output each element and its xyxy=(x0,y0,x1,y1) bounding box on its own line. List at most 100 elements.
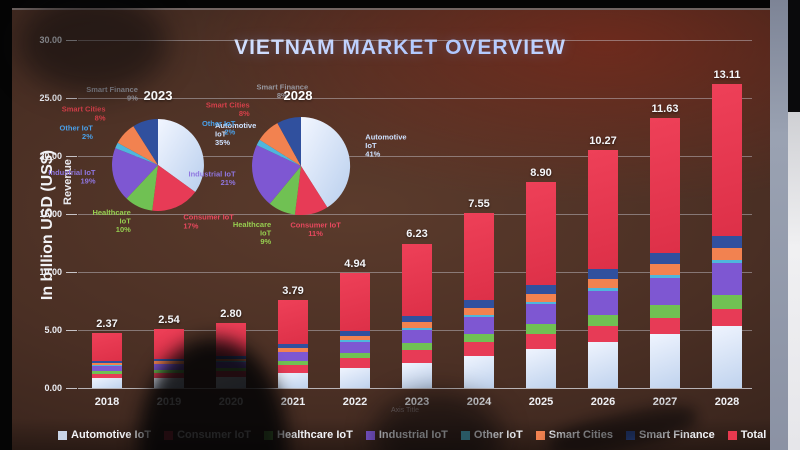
bar-segment-consumer-iot xyxy=(92,373,122,379)
legend-swatch-healthcare-iot xyxy=(264,430,274,440)
bar-segment-smart-cities xyxy=(712,248,742,261)
legend-label: Smart Cities xyxy=(548,429,613,441)
pie-2023-slice-industrial-iot xyxy=(111,148,158,199)
pie-charts-container: Automotive IoT 35% Consumer IoT 17% Healthcar… xyxy=(48,82,406,246)
legend-item-smart-cities: Smart Cities xyxy=(535,429,613,441)
bar-segment-automotive-iot xyxy=(216,376,246,388)
y-tick-label: 5.00 xyxy=(44,325,62,335)
bar-segment-consumer-iot xyxy=(526,334,556,350)
bar-2023 xyxy=(402,243,432,388)
bar-segment-total xyxy=(278,300,308,345)
pie-2023-label-other-iot: Other IoT 2% xyxy=(60,123,94,141)
bar-segment-other-iot xyxy=(650,274,680,278)
gridline-15.00 xyxy=(78,214,752,215)
y-axis-tick xyxy=(66,40,77,41)
bar-2024 xyxy=(464,212,494,388)
bar-segment-smart-finance xyxy=(340,330,370,336)
bar-segment-smart-finance xyxy=(588,268,618,279)
bar-segment-healthcare-iot xyxy=(92,370,122,374)
y-axis-tick xyxy=(66,388,77,389)
bar-segment-total xyxy=(588,149,618,269)
pie-2028-slice-other-iot xyxy=(256,139,301,166)
bar-2020 xyxy=(216,323,246,388)
bar-value-label: 11.63 xyxy=(651,103,679,116)
legend-swatch-smart-cities xyxy=(535,430,545,440)
bar-segment-consumer-iot xyxy=(712,308,742,326)
legend-item-healthcare-iot: Healthcare IoT xyxy=(264,429,353,441)
pie-2023-label-industrial-iot: Industrial IoT 19% xyxy=(48,168,96,186)
legend-label: Other IoT xyxy=(473,429,523,441)
bar-segment-automotive-iot xyxy=(464,356,494,388)
bar-segment-automotive-iot xyxy=(278,372,308,388)
bar-value-label: 8.90 xyxy=(530,166,552,179)
y-axis-tick xyxy=(66,156,77,157)
bar-segment-healthcare-iot xyxy=(464,333,494,343)
bar-segment-other-iot xyxy=(340,340,370,342)
pie-2028-slice-industrial-iot xyxy=(252,145,301,204)
legend-swatch-total xyxy=(727,430,737,440)
legend-label: Total xyxy=(740,429,767,441)
legend-item-consumer-iot: Consumer IoT xyxy=(164,429,251,441)
bar-value-label: 6.23 xyxy=(406,228,428,241)
bar-2021 xyxy=(278,300,308,388)
bar-segment-healthcare-iot xyxy=(340,352,370,359)
bar-segment-consumer-iot xyxy=(588,326,618,343)
bar-segment-industrial-iot xyxy=(464,316,494,334)
y-axis-tick xyxy=(66,214,77,215)
pie-2023-slice-smart-cities xyxy=(117,126,158,165)
bar-segment-smart-cities xyxy=(402,322,432,329)
bar-segment-smart-finance xyxy=(278,344,308,349)
bar-segment-automotive-iot xyxy=(92,378,122,388)
legend-label: Consumer IoT xyxy=(177,429,252,441)
bar-segment-smart-cities xyxy=(92,363,122,366)
x-axis-label-2027: 2027 xyxy=(652,396,678,408)
pie-2023-slice-other-iot xyxy=(115,142,158,165)
bar-segment-total xyxy=(464,212,494,301)
chart-legend: Automotive IoT Consumer IoT Healthcare IoT… xyxy=(58,429,770,441)
pie-2028-label-consumer-iot: Consumer IoT 11% xyxy=(290,220,341,238)
bar-segment-industrial-iot xyxy=(526,303,556,325)
bar-2028 xyxy=(712,83,742,388)
bar-segment-healthcare-iot xyxy=(278,360,308,366)
bar-2018 xyxy=(92,333,122,388)
bar-2025 xyxy=(526,181,556,388)
bar-value-label: 2.80 xyxy=(220,308,242,321)
bar-segment-smart-finance xyxy=(650,253,680,265)
gridline-30.00 xyxy=(78,40,752,41)
pie-2028-label-industrial-iot: Industrial IoT 21% xyxy=(189,170,237,188)
gridline-25.00 xyxy=(78,98,752,99)
x-axis-label-2018: 2018 xyxy=(94,396,120,408)
legend-item-industrial-iot: Industrial IoT xyxy=(365,429,448,441)
bar-segment-total xyxy=(216,323,246,356)
pie-2023-slice-smart-finance xyxy=(133,119,158,165)
x-axis-label-2022: 2022 xyxy=(342,396,368,408)
bar-segment-industrial-iot xyxy=(588,290,618,315)
pie-2028-slice-automotive-iot xyxy=(301,116,351,208)
pie-2023-label-healthcare-iot: Healthcare IoT 10% xyxy=(92,208,131,234)
bar-segment-automotive-iot xyxy=(154,377,184,388)
bar-segment-smart-finance xyxy=(464,300,494,309)
bar-2022 xyxy=(340,273,370,388)
bar-segment-smart-cities xyxy=(650,264,680,275)
x-axis-line xyxy=(78,388,752,389)
bar-2026 xyxy=(588,149,618,388)
pie-2028-label-other-iot: Other IoT 2% xyxy=(202,119,236,137)
x-axis-label-2019: 2019 xyxy=(156,396,182,408)
pie-2028-slice-smart-cities xyxy=(259,123,301,166)
bar-segment-healthcare-iot xyxy=(526,324,556,335)
bar-segment-consumer-iot xyxy=(464,342,494,357)
bar-segment-consumer-iot xyxy=(402,350,432,363)
bar-segment-industrial-iot xyxy=(650,277,680,306)
room-background xyxy=(788,0,800,112)
room-light-strip xyxy=(788,112,800,450)
pie-2023-label-automotive-iot: Automotive IoT 35% xyxy=(215,121,256,147)
x-axis-title: Axis Title xyxy=(390,407,419,414)
bar-value-label: 2.37 xyxy=(96,318,118,331)
projector-screen-edge xyxy=(770,0,790,450)
legend-label: Smart Finance xyxy=(638,429,715,441)
bar-segment-smart-cities xyxy=(464,308,494,316)
legend-item-other-iot: Other IoT xyxy=(460,429,523,441)
pie-title-2023: 2023 xyxy=(143,88,173,103)
legend-item-total: Total xyxy=(727,429,767,441)
bar-value-label: 4.94 xyxy=(344,258,366,271)
